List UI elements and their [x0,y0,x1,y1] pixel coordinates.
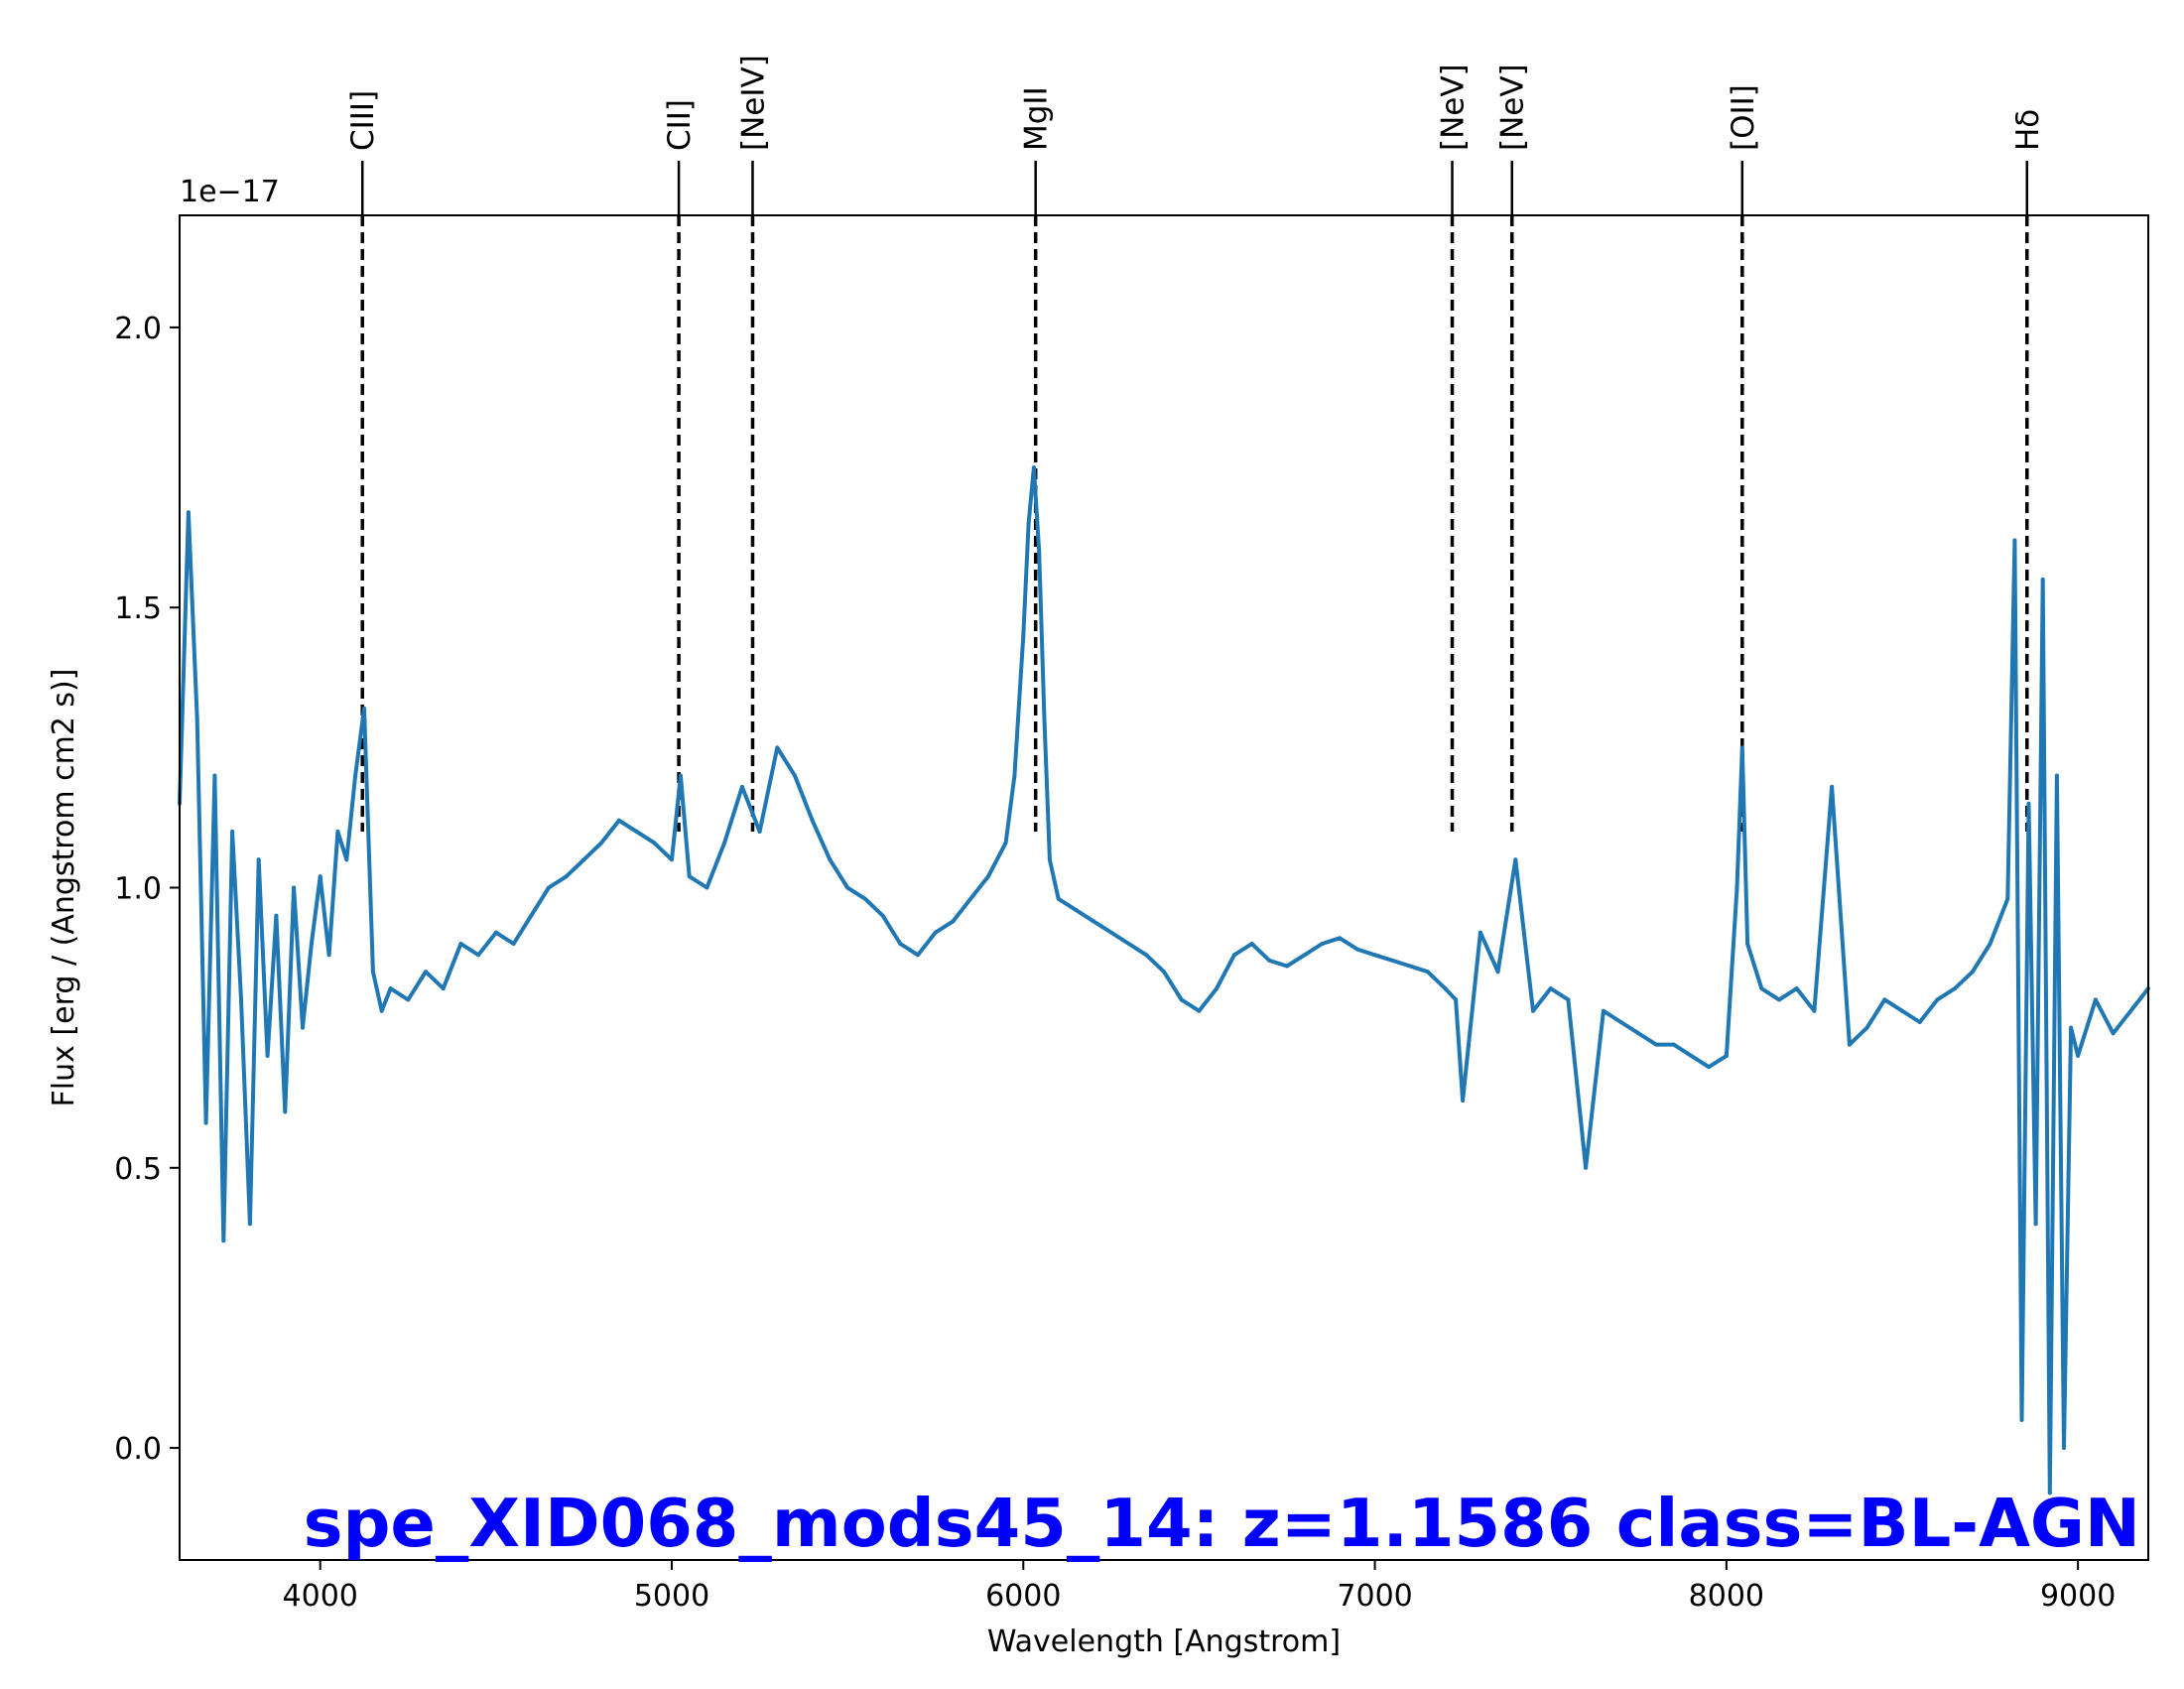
y-tick-label: 0.5 [114,1152,162,1187]
x-tick-label: 9000 [2040,1579,2116,1614]
emission-line-label: [NeIV] [735,55,771,151]
x-tick-label: 7000 [1337,1579,1412,1614]
emission-line-label: Hδ [2010,109,2046,151]
emission-line-label: MgII [1019,86,1055,151]
y-axis-offset-label: 1e−17 [180,175,280,209]
y-tick-label: 0.0 [114,1432,162,1467]
emission-line-markers: CIII] CII] [NeIV] MgII [NeV] [NeV] [OII] Hδ [345,55,2046,833]
emission-line-label: CII] [662,99,698,151]
flux-series-line [178,465,2150,1495]
chart-title: spe_XID068_mods45_14: z=1.1586 class=BL-… [304,1485,2140,1562]
emission-line-label: CIII] [345,90,381,151]
y-tick-label: 1.5 [114,591,162,626]
plot-frame [179,214,2149,1561]
x-tick-label: 6000 [985,1579,1061,1614]
y-tick-label: 2.0 [114,312,162,346]
y-tick-label: 1.0 [114,872,162,907]
emission-line-label: [NeV] [1495,64,1531,151]
x-tick-label: 4000 [283,1579,358,1614]
x-axis-label: Wavelength [Angstrom] [987,1624,1341,1659]
emission-line-label: [OII] [1726,84,1761,151]
x-tick-label: 8000 [1689,1579,1764,1614]
y-axis-label: Flux [erg / (Angstrom cm2 s)] [47,669,81,1107]
x-tick-label: 5000 [634,1579,709,1614]
emission-line-label: [NeV] [1436,64,1472,151]
